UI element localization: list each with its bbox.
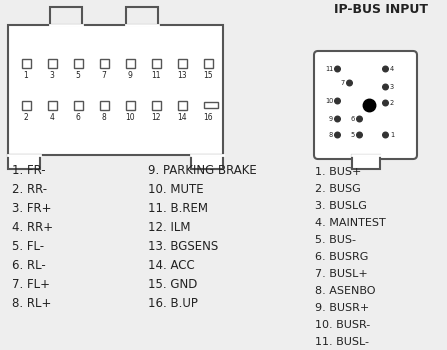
Circle shape <box>383 100 388 106</box>
Text: 3. FR+: 3. FR+ <box>12 202 51 215</box>
Bar <box>47 58 56 68</box>
Text: 14. ACC: 14. ACC <box>148 259 195 272</box>
Bar <box>100 58 109 68</box>
Text: 4: 4 <box>50 112 55 121</box>
Text: 15: 15 <box>203 70 213 79</box>
Text: 11. B.REM: 11. B.REM <box>148 202 208 215</box>
Text: 9. BUSR+: 9. BUSR+ <box>315 303 369 313</box>
Bar <box>152 100 160 110</box>
Text: 2: 2 <box>24 112 28 121</box>
Text: 10. MUTE: 10. MUTE <box>148 183 204 196</box>
Circle shape <box>347 80 352 86</box>
Text: 3: 3 <box>390 84 394 90</box>
Text: 8: 8 <box>101 112 106 121</box>
Text: 16: 16 <box>203 112 213 121</box>
Bar <box>8 25 223 155</box>
Text: 5: 5 <box>76 70 80 79</box>
Text: 3. BUSLG: 3. BUSLG <box>315 201 367 211</box>
Bar <box>177 100 186 110</box>
Text: 11: 11 <box>151 70 161 79</box>
Text: 8. RL+: 8. RL+ <box>12 297 51 310</box>
Circle shape <box>335 66 340 72</box>
Circle shape <box>335 116 340 122</box>
Bar <box>21 58 30 68</box>
Circle shape <box>357 116 363 122</box>
Text: 10: 10 <box>325 98 333 104</box>
Text: 15. GND: 15. GND <box>148 278 198 291</box>
Text: 9: 9 <box>329 116 333 122</box>
Bar <box>177 58 186 68</box>
Bar <box>351 155 380 169</box>
Text: 1. BUS+: 1. BUS+ <box>315 167 361 177</box>
Bar <box>203 102 218 108</box>
Text: 2. RR-: 2. RR- <box>12 183 47 196</box>
Text: 16. B.UP: 16. B.UP <box>148 297 198 310</box>
Text: 6: 6 <box>351 116 355 122</box>
Circle shape <box>357 132 363 138</box>
Text: 4. RR+: 4. RR+ <box>12 221 53 234</box>
Text: 2: 2 <box>390 100 394 106</box>
Bar <box>126 100 135 110</box>
Text: 11. BUSL-: 11. BUSL- <box>315 337 369 347</box>
Circle shape <box>383 66 388 72</box>
Bar <box>8 155 40 169</box>
Text: 5: 5 <box>351 132 355 138</box>
Bar <box>203 58 212 68</box>
Circle shape <box>335 132 340 138</box>
Text: 13. BGSENS: 13. BGSENS <box>148 240 218 253</box>
Text: 1: 1 <box>390 132 394 138</box>
Text: 1: 1 <box>24 70 28 79</box>
Text: 4. MAINTEST: 4. MAINTEST <box>315 218 386 228</box>
Text: IP-BUS INPUT: IP-BUS INPUT <box>334 3 428 16</box>
FancyBboxPatch shape <box>314 51 417 159</box>
Text: 6. RL-: 6. RL- <box>12 259 46 272</box>
Text: 9: 9 <box>127 70 132 79</box>
Bar <box>47 100 56 110</box>
Bar <box>21 100 30 110</box>
Bar <box>126 58 135 68</box>
Text: 10: 10 <box>125 112 135 121</box>
Circle shape <box>383 84 388 90</box>
Text: 12. ILM: 12. ILM <box>148 221 190 234</box>
Text: 11: 11 <box>325 66 333 72</box>
Text: 13: 13 <box>177 70 187 79</box>
Text: 3: 3 <box>50 70 55 79</box>
Text: 4: 4 <box>390 66 394 72</box>
Bar <box>50 7 82 25</box>
Circle shape <box>383 132 388 138</box>
Text: 14: 14 <box>177 112 187 121</box>
Text: 7. BUSL+: 7. BUSL+ <box>315 269 368 279</box>
Text: 8: 8 <box>329 132 333 138</box>
Text: 9. PARKING BRAKE: 9. PARKING BRAKE <box>148 164 257 177</box>
Text: 5. FL-: 5. FL- <box>12 240 44 253</box>
Text: 6: 6 <box>76 112 80 121</box>
Bar <box>73 100 83 110</box>
Text: 7. FL+: 7. FL+ <box>12 278 50 291</box>
Bar <box>191 155 223 169</box>
Text: 1. FR-: 1. FR- <box>12 164 46 177</box>
Bar <box>100 100 109 110</box>
Circle shape <box>335 98 340 104</box>
Text: 5. BUS-: 5. BUS- <box>315 235 356 245</box>
Bar <box>73 58 83 68</box>
Text: 6. BUSRG: 6. BUSRG <box>315 252 368 262</box>
Bar <box>126 7 158 25</box>
Text: 8. ASENBO: 8. ASENBO <box>315 286 375 296</box>
Text: 2. BUSG: 2. BUSG <box>315 184 361 194</box>
Text: 7: 7 <box>101 70 106 79</box>
Text: 10. BUSR-: 10. BUSR- <box>315 320 370 330</box>
Text: 7: 7 <box>341 80 345 86</box>
Bar <box>152 58 160 68</box>
Text: 12: 12 <box>151 112 161 121</box>
